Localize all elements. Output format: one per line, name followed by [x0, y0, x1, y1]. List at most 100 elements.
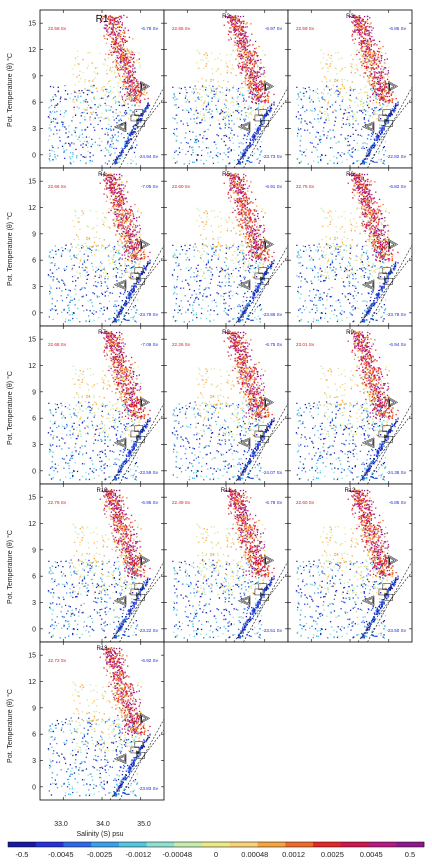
transport-negative: -7.06 Sv	[141, 342, 159, 347]
triangle-marker-right	[264, 80, 275, 92]
y-tick-label: 0	[32, 626, 36, 633]
colorbar-segment	[368, 842, 397, 847]
transport-negative-deep: -23.83 Sv	[138, 786, 158, 791]
panel-r12: R12 22.60 Sv -6.85 Sv -23.50 Sv	[287, 483, 413, 643]
transport-negative-deep: -23.50 Sv	[386, 628, 406, 633]
y-tick-label: 0	[32, 310, 36, 317]
colorbar-segment	[35, 842, 64, 847]
colorbar-segment	[340, 842, 369, 847]
axis-ticks	[40, 10, 164, 168]
panel-title: R8	[222, 330, 230, 336]
colorbar-tick-label: 0.0025	[321, 850, 344, 859]
scatter-points	[295, 488, 399, 639]
isopycnal-line	[233, 571, 288, 642]
y-tick-label: 15	[28, 21, 36, 28]
isopycnal-line	[119, 87, 164, 168]
scatter-points	[172, 14, 275, 165]
transport-negative: -6.78 Sv	[265, 500, 283, 505]
box-markers	[378, 109, 393, 127]
isopycnal-line	[367, 87, 412, 168]
transport-negative-deep: -22.82 Sv	[386, 154, 406, 159]
axis-ticks	[164, 326, 288, 484]
y-tick-label: 3	[32, 442, 36, 449]
panel-title: R1	[96, 14, 109, 25]
colorbar-segment	[63, 842, 92, 847]
isopycnal-line	[233, 413, 288, 484]
isopycnal-line	[243, 561, 288, 642]
axis-ticks	[288, 168, 412, 326]
transport-negative: -6.95 Sv	[141, 500, 159, 505]
transport-negative-deep: -23.22 Sv	[138, 628, 158, 633]
isopycnal-line	[119, 245, 164, 326]
box-markers	[254, 109, 269, 127]
isopycnal-line	[243, 87, 288, 168]
scatter-points	[47, 330, 151, 481]
scatter-points	[172, 488, 275, 639]
triangle-marker-right	[388, 396, 399, 408]
colorbar-tick-label: -0.0045	[48, 850, 73, 859]
transport-negative: -6.92 Sv	[141, 658, 159, 663]
axis-ticks	[164, 10, 288, 168]
colorbar-tick-label: 0.5	[405, 850, 415, 859]
triangle-marker-left	[237, 121, 251, 133]
transport-negative: -7.05 Sv	[141, 184, 159, 189]
triangle-marker-right	[140, 712, 151, 724]
panel-title: R9	[346, 330, 354, 336]
y-tick-label: 12	[28, 679, 36, 686]
isopycnal-line	[357, 97, 412, 168]
axis-ticks	[288, 484, 412, 642]
y-axis-label-row-3: Pot. Temperature (θ) °C	[6, 371, 14, 445]
isopycnal-line	[109, 571, 164, 642]
triangle-marker-right	[264, 396, 275, 408]
y-tick-label: 6	[32, 100, 36, 107]
transport-positive: 22.26 Sv	[172, 342, 191, 347]
x-axis-label: Salinity (S) psu	[76, 831, 123, 838]
y-axis-label-row-4: Pot. Temperature (θ) °C	[6, 530, 14, 604]
colorbar-segment	[118, 842, 147, 847]
y-axis-label-row-1: Pot. Temperature (θ) °C	[6, 53, 14, 127]
transport-positive: 22.65 Sv	[172, 26, 191, 31]
colorbar-tick-label: 0	[214, 850, 218, 859]
transport-positive: 22.60 Sv	[172, 184, 191, 189]
scatter-points	[295, 14, 399, 165]
panel-r7: 0 3 6 9 12 15 R7 22.68 Sv -7.06 Sv -23.59 Sv	[28, 325, 165, 485]
triangle-marker-right	[388, 80, 399, 92]
y-tick-label: 3	[32, 600, 36, 607]
y-tick-label: 15	[28, 337, 36, 344]
axis-ticks	[40, 642, 164, 800]
colorbar-tick-label: 0.0045	[360, 850, 383, 859]
panel-r8: R8 22.26 Sv -6.75 Sv -24.07 Sv	[163, 325, 289, 485]
axis-ticks	[288, 326, 412, 484]
y-tick-label: 15	[28, 653, 36, 660]
y-axis-labels: Pot. Temperature (θ) °C Pot. Temperature…	[6, 53, 14, 763]
panel-title: R7	[98, 330, 106, 336]
triangle-marker-left	[361, 437, 375, 449]
y-tick-label: 12	[28, 521, 36, 528]
transport-positive: 22.66 Sv	[48, 184, 67, 189]
axis-ticks	[164, 168, 288, 326]
colorbar-segment	[202, 842, 231, 847]
y-tick-label: 9	[32, 231, 36, 238]
transport-positive: 22.75 Sv	[296, 184, 315, 189]
y-tick-label: 6	[32, 732, 36, 739]
panel-r10: 0 3 6 9 12 15 R10 22.76 Sv -6.95 Sv -23.22 Sv	[28, 483, 165, 643]
isopycnal-line	[109, 97, 164, 168]
axis-ticks	[40, 168, 164, 326]
transport-positive: 22.49 Sv	[172, 500, 191, 505]
triangle-marker-right	[140, 238, 151, 250]
isopycnal-line	[243, 403, 288, 484]
triangle-marker-right	[388, 238, 399, 250]
panel-r5: R5 22.60 Sv -6.91 Sv -23.86 Sv	[163, 167, 289, 327]
panel-title: R6	[346, 172, 354, 178]
triangle-marker-left	[113, 121, 127, 133]
y-tick-label: 9	[32, 389, 36, 396]
isopycnal-line	[109, 255, 164, 326]
panel-title: R11	[221, 488, 232, 494]
y-tick-label: 12	[28, 205, 36, 212]
panel-title: R10	[96, 488, 108, 494]
colorbar-tick-label: -0.0012	[126, 850, 151, 859]
isopycnal-line	[243, 245, 288, 326]
triangle-marker-left	[113, 279, 127, 291]
transport-positive: 22.68 Sv	[48, 342, 67, 347]
scatter-points	[47, 14, 151, 165]
